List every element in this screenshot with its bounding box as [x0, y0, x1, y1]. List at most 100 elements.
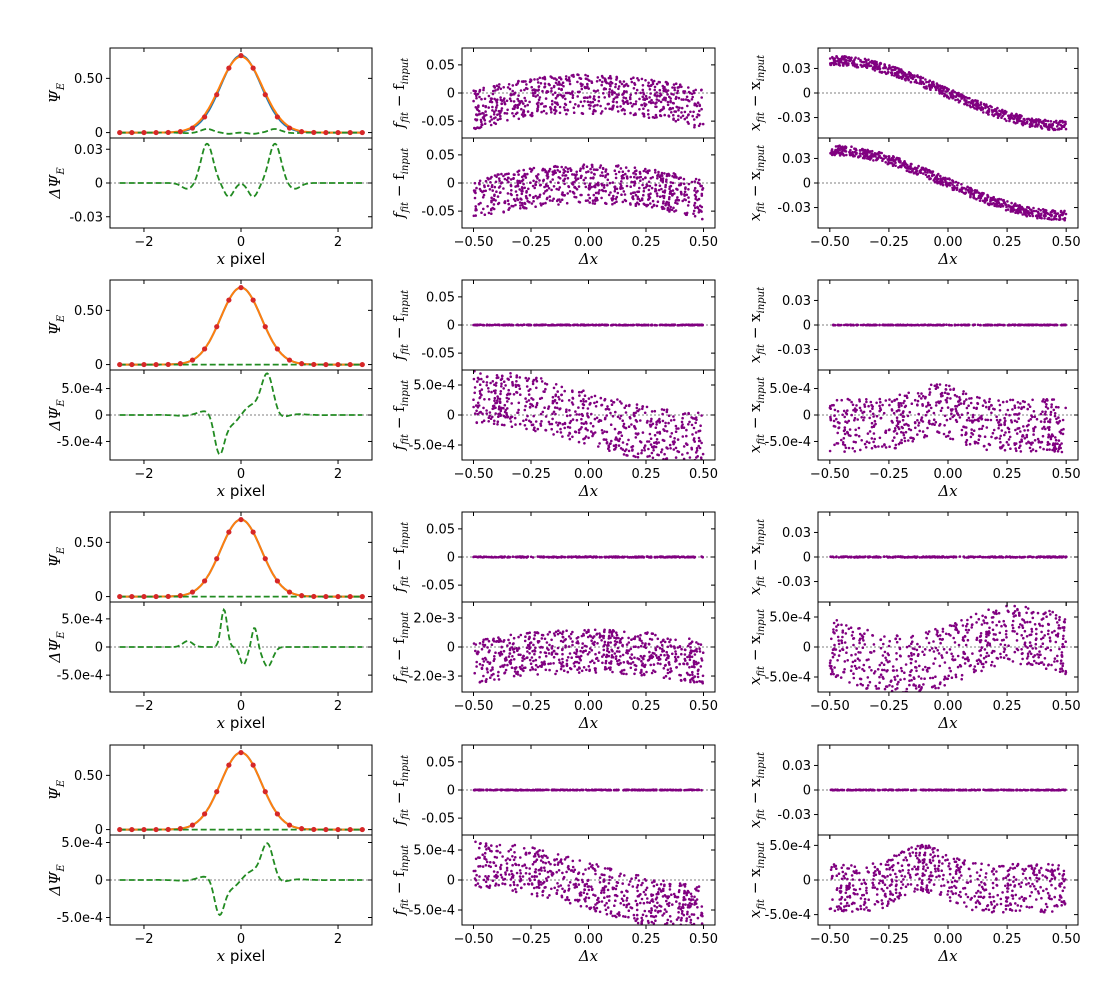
sample-point: [153, 593, 159, 600]
scatter-series: [828, 55, 1068, 132]
scatter-point: [684, 198, 687, 202]
scatter-point: [970, 428, 973, 431]
scatter-point: [519, 393, 522, 397]
sample-point: [177, 593, 183, 599]
scatter-point: [1015, 209, 1018, 212]
scatter-point: [525, 385, 529, 388]
scatter-point: [676, 89, 680, 93]
sample-point: [141, 361, 147, 368]
scatter-point: [677, 114, 680, 118]
scatter-point: [608, 181, 612, 185]
scatter-point: [616, 110, 620, 113]
scatter-point: [906, 414, 910, 418]
scatter-point: [1062, 427, 1065, 431]
scatter-point: [672, 102, 675, 105]
scatter-point: [619, 167, 623, 170]
scatter-point: [916, 172, 920, 176]
scatter-point: [517, 401, 521, 405]
scatter-point: [581, 112, 585, 115]
scatter-point: [697, 323, 700, 327]
scatter-point: [560, 385, 564, 389]
scatter-point: [625, 90, 628, 93]
scatter-point: [634, 173, 638, 176]
scatter-point: [509, 372, 512, 375]
sample-point: [202, 346, 208, 352]
scatter-point: [1056, 422, 1060, 425]
scatter-point: [839, 151, 843, 154]
scatter-point: [949, 408, 953, 411]
scatter-point: [881, 403, 884, 407]
scatter-point: [491, 380, 495, 383]
scatter-point: [848, 398, 851, 402]
scatter-point: [612, 194, 615, 198]
scatter-point: [483, 184, 486, 187]
scatter-point: [586, 82, 589, 86]
scatter-point: [924, 413, 928, 417]
scatter-point: [593, 394, 597, 398]
scatter-point: [897, 323, 901, 327]
scatter-point: [487, 387, 490, 390]
scatter-point: [959, 402, 963, 405]
scatter-point: [884, 429, 888, 433]
scatter-point: [1058, 443, 1062, 447]
scatter-point: [516, 179, 519, 183]
scatter-point: [672, 113, 675, 117]
scatter-point: [494, 122, 498, 126]
scatter-point: [686, 443, 689, 447]
scatter-point: [949, 388, 952, 391]
scatter-point: [615, 100, 619, 104]
scatter-point: [552, 386, 556, 390]
scatter-point: [660, 171, 664, 175]
scatter-point: [610, 91, 614, 94]
scatter-point: [509, 415, 513, 419]
scatter-point: [625, 82, 628, 86]
scatter-point: [635, 403, 639, 406]
scatter-point: [490, 97, 494, 100]
scatter-point: [1062, 125, 1066, 129]
scatter-point: [584, 400, 588, 403]
scatter-point: [577, 105, 580, 108]
scatter-point: [1038, 446, 1042, 449]
scatter-point: [686, 462, 689, 465]
scatter-point: [894, 161, 897, 164]
scatter-point: [674, 174, 677, 177]
scatter-point: [683, 190, 687, 193]
scatter-point: [928, 83, 931, 86]
scatter-point: [674, 424, 678, 428]
scatter-point: [1064, 212, 1068, 216]
scatter-point: [684, 213, 688, 216]
scatter-point: [878, 409, 881, 413]
scatter-point: [510, 402, 513, 405]
scatter-point: [661, 419, 665, 423]
scatter-point: [879, 400, 882, 404]
scatter-point: [566, 167, 570, 171]
scatter-point: [547, 405, 551, 408]
scatter-point: [621, 170, 625, 173]
scatter-point: [836, 421, 840, 424]
scatter-point: [918, 429, 921, 433]
scatter-point: [999, 198, 1003, 201]
scatter-point: [979, 103, 983, 106]
scatter-point: [958, 190, 961, 193]
scatter-point: [1004, 208, 1008, 212]
scatter-point: [614, 172, 618, 176]
scatter-point: [939, 179, 942, 182]
scatter-point: [655, 101, 658, 104]
scatter-point: [651, 101, 655, 104]
scatter-point: [587, 170, 590, 173]
scatter-point: [560, 198, 564, 201]
scatter-point: [597, 192, 600, 195]
scatter-point: [479, 118, 483, 122]
scatter-point: [579, 399, 583, 403]
x-tick-label: −0.25: [869, 467, 909, 482]
scatter-point: [1046, 212, 1050, 216]
scatter-point: [988, 443, 992, 447]
scatter-point: [854, 428, 857, 432]
scatter-point: [654, 183, 657, 187]
scatter-point: [833, 57, 837, 60]
scatter-point: [1051, 398, 1054, 401]
scatter-point: [590, 395, 593, 399]
scatter-point: [482, 323, 485, 327]
scatter-point: [890, 73, 894, 77]
